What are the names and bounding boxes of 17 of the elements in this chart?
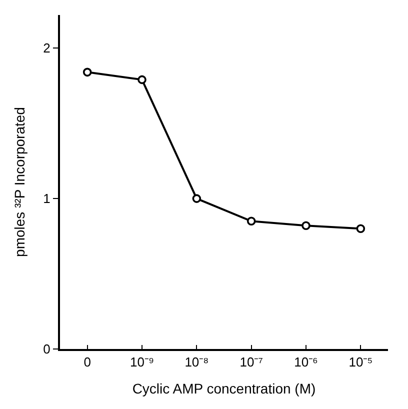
point: [82, 68, 92, 77]
x-tick-label: 10⁻⁵: [348, 354, 373, 370]
x-tick-label: 10⁻⁹: [130, 354, 154, 370]
y-tick-label: 1: [43, 191, 50, 206]
x-axis-title: Cyclic AMP concentration (M): [132, 380, 316, 396]
x-tick-label: 10⁻⁷: [240, 354, 264, 370]
point: [192, 194, 202, 203]
x-tick-label: 10⁻⁶: [294, 354, 318, 370]
x-tick-label: 10⁻⁸: [184, 354, 209, 370]
x-tick-label: 0: [84, 354, 91, 370]
point: [246, 216, 256, 226]
y-tick-label: 2: [43, 40, 50, 56]
point: [356, 224, 366, 234]
y-tick-label: 0: [43, 342, 50, 357]
point: [302, 221, 310, 230]
point: [138, 75, 146, 84]
y-axis-title: pmoles ³²P Incorporated: [11, 107, 28, 257]
